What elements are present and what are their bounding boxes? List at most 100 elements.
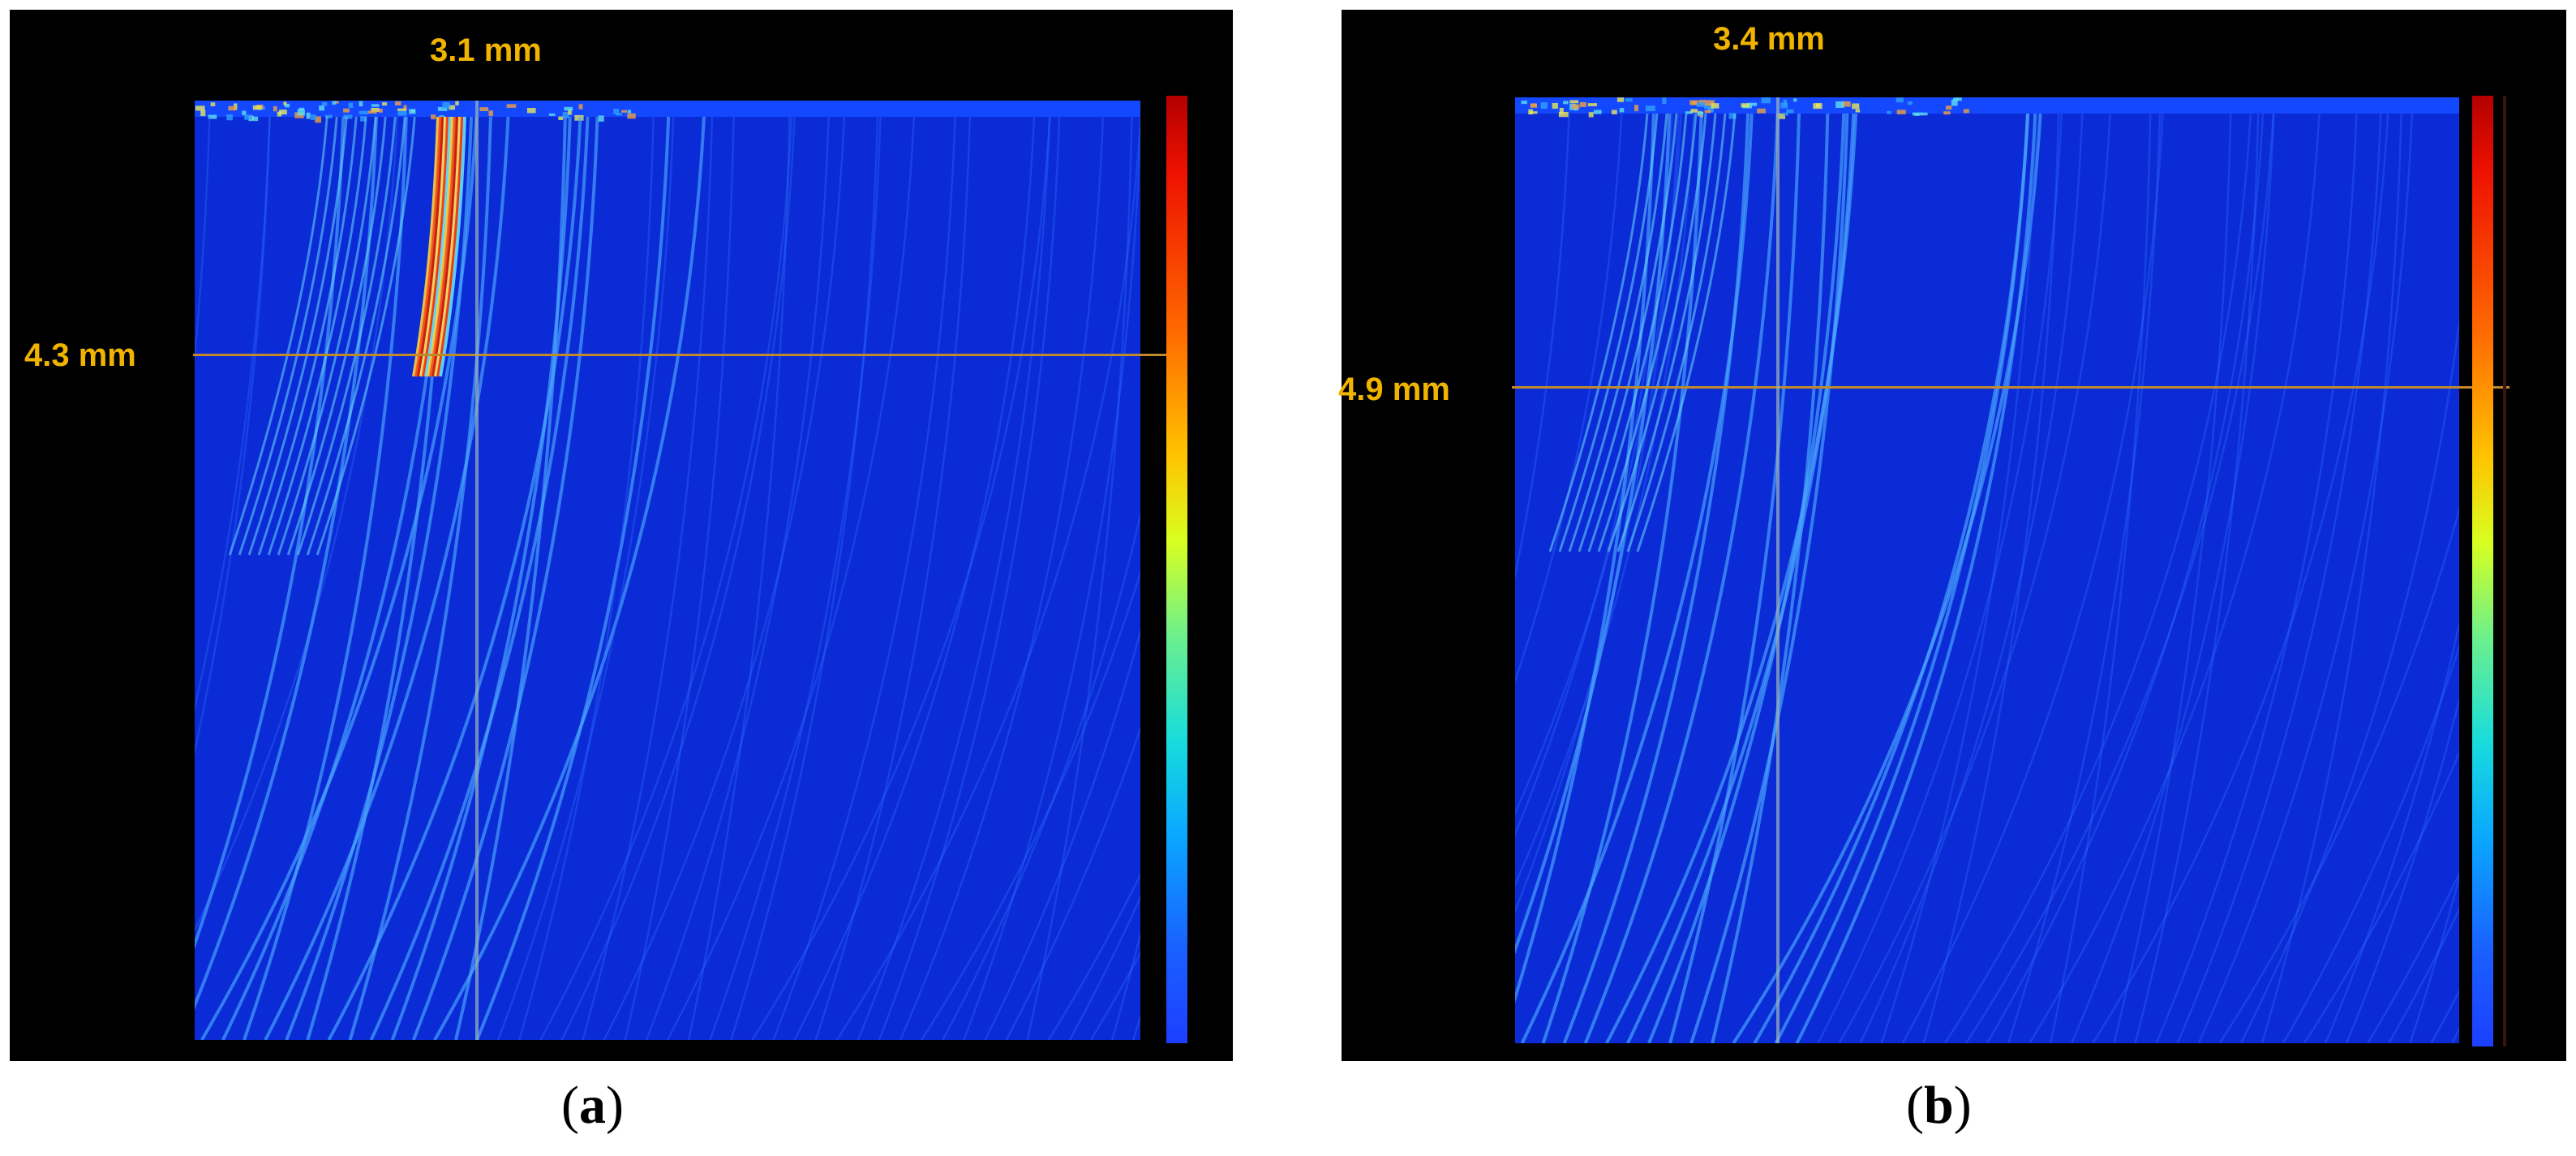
speckle (277, 111, 282, 117)
speckle (382, 102, 388, 106)
speckle (242, 110, 247, 115)
speckle (195, 105, 205, 111)
speckle (1704, 110, 1711, 114)
speckle (319, 105, 324, 111)
speckle (395, 101, 401, 105)
speckle (479, 107, 489, 111)
scan-top-strip (1515, 97, 2459, 114)
speckle (252, 105, 262, 110)
horizontal-cursor-line (193, 354, 1181, 356)
speckle (1559, 107, 1564, 114)
speckle (403, 105, 407, 111)
speckle (627, 113, 636, 119)
speckle (208, 114, 217, 119)
speckle (1634, 105, 1638, 112)
scan-background (195, 101, 1140, 1040)
speckle (284, 103, 290, 108)
speckle (325, 114, 333, 118)
speckle (1696, 102, 1706, 107)
speckle (1690, 109, 1698, 113)
caption-b: (b) (1906, 1076, 1972, 1135)
speckle (1896, 110, 1906, 114)
color-scale-bar (2472, 96, 2493, 1046)
speckle (371, 104, 380, 107)
speckle (1783, 99, 1787, 106)
speckle (1689, 100, 1699, 105)
speckle (621, 110, 628, 113)
speckle (455, 101, 459, 105)
speckle (1741, 103, 1750, 108)
strong-reflection (412, 116, 466, 377)
speckle (279, 110, 287, 115)
speckle (360, 116, 367, 122)
speckle (1572, 104, 1580, 110)
caption-a: (a) (561, 1076, 624, 1135)
speckle (1563, 101, 1569, 105)
speckle (409, 109, 416, 114)
speckle (368, 110, 377, 114)
speckle (1662, 97, 1667, 105)
speckle (1835, 101, 1844, 108)
speckle (283, 101, 287, 105)
vertical-cursor-line (1776, 97, 1780, 1043)
speckle (200, 110, 206, 117)
speckle (321, 102, 328, 106)
speckle (1612, 110, 1617, 114)
speckle (548, 113, 556, 116)
speckle (431, 114, 436, 120)
speckle (526, 108, 536, 114)
vertical-cursor-line (475, 101, 479, 1040)
speckle (568, 109, 572, 115)
speckle (1953, 97, 1958, 101)
speckle (1813, 103, 1823, 110)
speckle (1579, 101, 1586, 107)
bright-arc-cluster (228, 116, 416, 556)
speckle (578, 104, 583, 110)
scan-field (1515, 97, 2459, 1043)
speckle (1956, 97, 1962, 101)
speckle (613, 109, 620, 114)
speckle (1943, 111, 1951, 115)
speckle (335, 101, 339, 104)
speckle (1521, 101, 1527, 105)
speckle (1761, 97, 1771, 104)
speckle (1540, 102, 1548, 110)
speckle (1698, 100, 1706, 105)
speckle (1728, 113, 1737, 119)
bright-arc-cluster (1548, 113, 1737, 552)
speckle (558, 116, 564, 121)
color-scale-bar (1166, 96, 1187, 1043)
speckle (348, 102, 354, 109)
speckle (244, 114, 253, 120)
speckle (1907, 101, 1913, 105)
speckle (358, 101, 363, 107)
speckle (1552, 102, 1558, 109)
speckle (1587, 103, 1597, 106)
speckle (371, 107, 380, 112)
speckle (306, 112, 311, 119)
speckle (1757, 108, 1766, 114)
speckle (332, 101, 337, 105)
speckle (297, 109, 305, 116)
speckle (1921, 112, 1928, 116)
ultrasound-scan-image (195, 101, 1140, 1040)
speckle (1558, 111, 1569, 118)
speckle (379, 109, 383, 113)
speckle (437, 106, 448, 111)
speckle (562, 111, 569, 118)
speckle (627, 110, 632, 114)
speckle (1841, 101, 1851, 107)
speckle (1912, 112, 1922, 116)
ultrasound-scan-image (1515, 97, 2459, 1043)
speckle (1530, 103, 1538, 108)
speckle (1945, 105, 1952, 110)
speckle (1646, 105, 1655, 112)
scan-top-strip (195, 101, 1140, 117)
speckle (448, 105, 456, 110)
speckle (1855, 109, 1861, 113)
speckle (1793, 98, 1797, 102)
speckle (343, 114, 353, 119)
speckle (226, 114, 233, 121)
speckle (1529, 111, 1538, 114)
scan-panel-a: 3.1 mm 4.3 mm (10, 10, 1233, 1061)
